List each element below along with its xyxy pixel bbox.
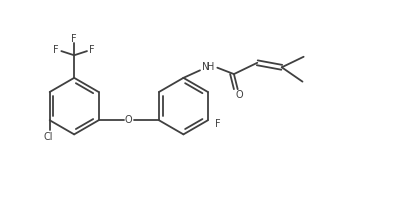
Text: F: F bbox=[53, 44, 59, 55]
Text: Cl: Cl bbox=[43, 132, 52, 142]
Text: F: F bbox=[89, 44, 95, 55]
Text: N: N bbox=[202, 62, 209, 72]
Text: F: F bbox=[71, 34, 77, 44]
Text: O: O bbox=[125, 115, 133, 125]
Text: H: H bbox=[207, 62, 214, 72]
Text: F: F bbox=[214, 119, 220, 129]
Text: O: O bbox=[235, 90, 243, 100]
